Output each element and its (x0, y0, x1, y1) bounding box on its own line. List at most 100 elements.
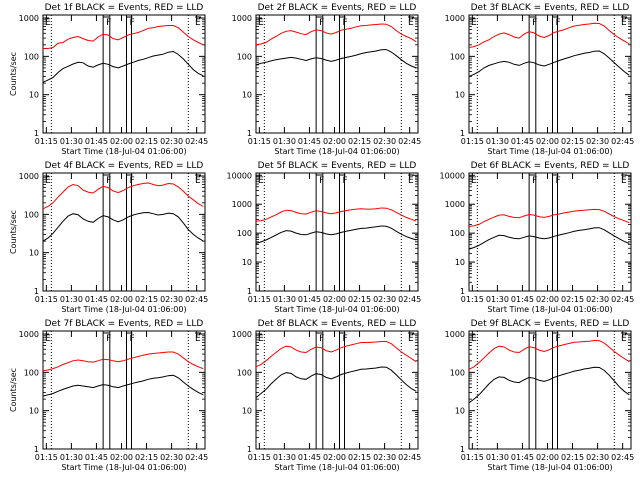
x-tick-label: 02:00 (536, 453, 559, 462)
x-tick-label: 02:30 (373, 137, 396, 146)
x-tick-label: 02:30 (586, 295, 609, 304)
y-tick-label: 1000 (445, 200, 465, 209)
x-tick-label: 02:30 (586, 453, 609, 462)
x-axis-label: Start Time (18-Jul-04 01:06:00) (61, 463, 186, 472)
x-tick-label: 01:45 (298, 453, 321, 462)
y-tick-label: 10 (242, 91, 252, 100)
events-series-line (42, 211, 204, 242)
marker-label: F (319, 334, 324, 344)
corner-label-right: E (195, 18, 201, 28)
marker-label: F (343, 176, 348, 186)
x-tick-label: 01:15 (461, 137, 484, 146)
x-tick-label: 01:30 (273, 137, 296, 146)
panel-6: Det 6f BLACK = Events, RED = LLD 1 10 100 10… (440, 161, 635, 314)
x-tick-label: 01:30 (273, 295, 296, 304)
y-tick-label: 100 (24, 210, 39, 219)
lld-series-line (255, 23, 417, 46)
marker-label: F (106, 18, 111, 28)
x-tick-label: 01:30 (486, 453, 509, 462)
corner-label-right: E (408, 18, 414, 28)
x-tick-label: 02:15 (348, 295, 371, 304)
y-tick-label: 100 (237, 229, 252, 238)
panel-title: Det 1f BLACK = Events, RED = LLD (45, 3, 204, 13)
corner-label-left: E (471, 176, 477, 186)
panel-9: Det 9f BLACK = Events, RED = LLD 1 10 100 10… (445, 319, 635, 472)
y-tick-label: 1000 (19, 14, 39, 23)
marker-label: F (130, 176, 135, 186)
y-tick-label: 1 (34, 129, 39, 138)
x-tick-label: 02:30 (160, 295, 183, 304)
x-tick-label: 02:45 (398, 453, 421, 462)
x-tick-label: 02:15 (561, 453, 584, 462)
y-tick-label: 1000 (232, 200, 252, 209)
y-tick-label: 10 (29, 91, 39, 100)
corner-label-right: E (621, 176, 627, 186)
corner-label-left: E (471, 334, 477, 344)
x-axis-label: Start Time (18-Jul-04 01:06:00) (61, 305, 186, 314)
events-series-line (255, 225, 417, 244)
x-tick-label: 02:00 (110, 453, 133, 462)
panel-8: Det 8f BLACK = Events, RED = LLD 1 10 100 10… (232, 319, 422, 472)
y-tick-label: 1000 (232, 330, 252, 339)
x-tick-label: 01:15 (461, 295, 484, 304)
x-tick-label: 01:30 (273, 453, 296, 462)
x-tick-label: 01:30 (60, 453, 83, 462)
lld-series-line (255, 341, 417, 368)
x-tick-label: 01:15 (248, 137, 271, 146)
lld-series-line (255, 207, 417, 222)
x-tick-label: 01:15 (35, 453, 58, 462)
y-axis-label: Counts/sec (9, 210, 18, 254)
plot-frame (255, 172, 419, 292)
panel-title: Det 4f BLACK = Events, RED = LLD (45, 161, 204, 171)
corner-label-right: E (195, 334, 201, 344)
x-tick-label: 02:15 (135, 295, 158, 304)
corner-label-right: E (621, 18, 627, 28)
y-tick-label: 100 (24, 52, 39, 61)
x-tick-label: 02:45 (398, 137, 421, 146)
x-tick-label: 01:45 (298, 137, 321, 146)
y-tick-label: 1 (460, 445, 465, 454)
panel-title: Det 8f BLACK = Events, RED = LLD (258, 319, 417, 329)
panel-5: Det 5f BLACK = Events, RED = LLD 1 10 100 10… (227, 161, 422, 314)
marker-label: F (532, 334, 537, 344)
y-tick-label: 1 (34, 287, 39, 296)
y-tick-label: 10 (455, 91, 465, 100)
y-tick-label: 10 (455, 407, 465, 416)
x-tick-label: 01:30 (60, 295, 83, 304)
y-tick-label: 1000 (232, 14, 252, 23)
x-tick-label: 01:30 (486, 295, 509, 304)
y-tick-label: 1 (247, 129, 252, 138)
x-tick-label: 01:45 (85, 453, 108, 462)
marker-label: F (556, 334, 561, 344)
panel-title: Det 6f BLACK = Events, RED = LLD (471, 161, 630, 171)
x-tick-label: 02:45 (398, 295, 421, 304)
x-tick-label: 01:45 (511, 453, 534, 462)
y-tick-label: 1 (34, 445, 39, 454)
x-tick-label: 02:00 (323, 295, 346, 304)
lld-series-line (42, 182, 204, 210)
y-tick-label: 1 (460, 287, 465, 296)
x-tick-label: 02:00 (110, 295, 133, 304)
x-tick-label: 02:45 (185, 295, 208, 304)
panel-2: Det 2f BLACK = Events, RED = LLD 1 10 100 10… (232, 3, 422, 156)
y-tick-label: 1 (460, 129, 465, 138)
marker-label: F (556, 18, 561, 28)
plot-frame (255, 330, 419, 450)
events-series-line (468, 227, 630, 250)
corner-label-right: E (408, 176, 414, 186)
x-tick-label: 02:45 (185, 137, 208, 146)
y-tick-label: 10000 (440, 171, 465, 180)
marker-label: F (130, 334, 135, 344)
y-tick-label: 100 (450, 229, 465, 238)
y-tick-label: 1000 (445, 14, 465, 23)
panel-4: Det 4f BLACK = Events, RED = LLD 1 10 100 10… (9, 161, 208, 314)
y-tick-label: 100 (24, 368, 39, 377)
plot-frame (42, 172, 206, 292)
x-tick-label: 02:00 (323, 453, 346, 462)
corner-label-right: E (621, 334, 627, 344)
x-tick-label: 02:30 (373, 453, 396, 462)
y-tick-label: 10 (29, 407, 39, 416)
x-tick-label: 02:30 (373, 295, 396, 304)
plot-frame (468, 14, 632, 134)
x-tick-label: 01:15 (35, 137, 58, 146)
